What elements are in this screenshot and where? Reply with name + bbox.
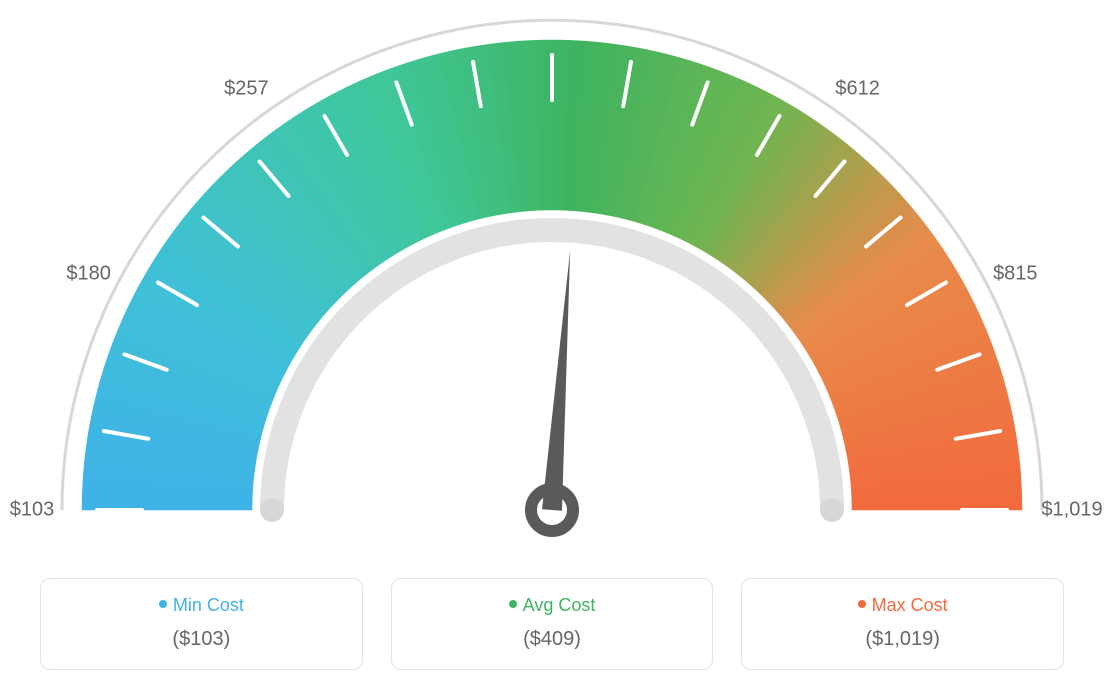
- legend-title: Avg Cost: [402, 595, 703, 616]
- dot-icon: [858, 600, 866, 608]
- legend-row: Min Cost ($103) Avg Cost ($409) Max Cost ($1,…: [40, 578, 1064, 670]
- tick-label: $612: [835, 78, 880, 101]
- legend-title: Min Cost: [51, 595, 352, 616]
- legend-card: Min Cost ($103): [40, 578, 363, 670]
- tick-label: $257: [224, 78, 269, 101]
- legend-label: Min Cost: [173, 595, 244, 615]
- tick-label: $409: [530, 0, 575, 2]
- tick-label: $103: [10, 499, 55, 522]
- dot-icon: [159, 600, 167, 608]
- tick-label: $815: [993, 262, 1038, 285]
- legend-label: Max Cost: [872, 595, 948, 615]
- legend-value: ($1,019): [752, 628, 1053, 651]
- legend-card: Max Cost ($1,019): [741, 578, 1064, 670]
- tick-label: $180: [66, 262, 111, 285]
- needle: [542, 251, 570, 511]
- gauge-chart: $103 $180 $257 $409 $612 $815 $1,019: [0, 0, 1104, 580]
- tick-label: $1,019: [1041, 499, 1102, 522]
- gauge-svg: [0, 0, 1104, 580]
- legend-label: Avg Cost: [523, 595, 596, 615]
- dot-icon: [509, 600, 517, 608]
- legend-value: ($409): [402, 628, 703, 651]
- legend-title: Max Cost: [752, 595, 1053, 616]
- legend-value: ($103): [51, 628, 352, 651]
- legend-card: Avg Cost ($409): [391, 578, 714, 670]
